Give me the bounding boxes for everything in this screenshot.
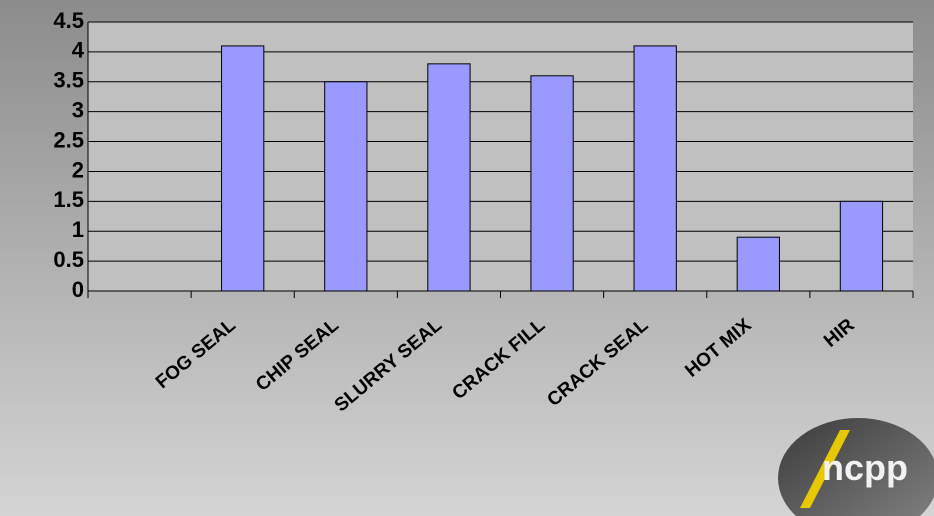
bar <box>839 200 884 292</box>
bar <box>736 236 780 292</box>
bar <box>221 45 265 292</box>
logo-text: ncpp <box>822 447 908 488</box>
plot-area <box>88 22 913 291</box>
y-tick-label: 3.5 <box>53 68 84 93</box>
y-tick-label: 3 <box>72 97 84 122</box>
y-tick-label: 1.5 <box>53 187 84 212</box>
bar <box>530 75 574 292</box>
bar <box>427 63 471 292</box>
y-tick-label: 1 <box>72 217 84 242</box>
bar <box>633 45 677 292</box>
y-tick-label: 4 <box>72 38 85 63</box>
y-tick-label: 2.5 <box>53 127 84 152</box>
bar <box>324 81 368 292</box>
y-tick-label: 2 <box>72 157 84 182</box>
y-tick-label: 0.5 <box>53 247 84 272</box>
logo-stripe <box>800 430 850 508</box>
logo: ncpp <box>778 418 934 516</box>
y-tick-label: 4.5 <box>53 8 84 33</box>
y-tick-label: 0 <box>72 277 84 302</box>
